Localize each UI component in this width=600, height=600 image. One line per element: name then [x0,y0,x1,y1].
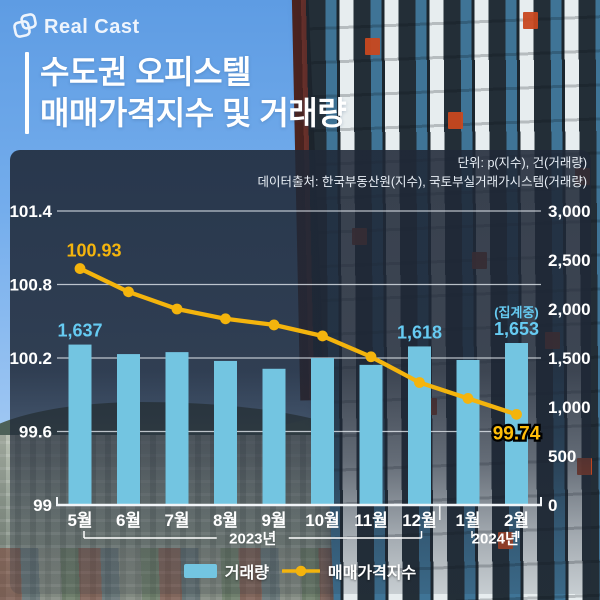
left-axis-tick-label: 100.2 [9,349,52,368]
line-point-2월 [511,408,522,420]
month-label: 6월 [116,511,141,530]
building-orange-panel [365,38,380,55]
month-label: 10월 [305,511,340,530]
chart-source-note: 단위: p(지수), 건(거래량) 데이터출처: 한국부동산원(지수), 국토부… [257,154,587,192]
bar-7월 [165,352,189,505]
month-label: 9월 [261,511,286,530]
chart-panel-overlay [10,150,591,594]
bar-11월 [359,364,383,505]
bar-6월 [117,354,140,505]
title-accent-bar [25,52,29,134]
bar-9월 [262,368,286,505]
left-axis-tick-label: 99.6 [19,423,52,442]
line-point-6월 [123,286,134,298]
chart-legend: 거래량 매매가격지수 [0,559,600,583]
line-point-1월 [462,393,474,404]
bar-value-label: 1,637 [57,321,102,341]
building-orange-panel [523,12,538,29]
bar-12월 [408,346,431,505]
bar-10월 [311,358,334,505]
legend-label-price-index: 매매가격지수 [327,565,417,582]
right-axis-tick-label: 1,500 [548,349,591,368]
line-point-8월 [220,313,231,325]
legend-label-volume: 거래량 [224,565,269,582]
price-index-line-icon [281,565,320,577]
bar-5월 [68,344,92,505]
realcast-logo: Real Cast [12,13,140,41]
month-label: 8월 [213,511,238,530]
right-axis-tick-label: 2,500 [548,251,591,270]
realcast-logo-icon [13,13,37,38]
price-index-line [77,266,519,417]
line-point-9월 [268,319,280,331]
data-source-note: 데이터출처: 한국부동산원(지수), 국토부실거래가시스템(거래량) [257,175,587,189]
month-label: 11월 [354,511,388,530]
left-axis-tick-label: 101.4 [9,202,52,221]
left-axis-tick-label: 99 [33,496,52,515]
volume-swatch-icon [183,564,217,578]
year-label: 2024년 [472,531,519,548]
line-point-5월 [74,263,86,274]
line-point-10월 [317,330,328,342]
bar-8월 [214,360,237,505]
bar-note-label: (집계중) [494,305,539,320]
month-label: 5월 [67,511,92,530]
month-label: 2월 [504,511,529,530]
right-axis-tick-label: 500 [548,447,576,466]
right-axis-tick-label: 2,000 [548,300,591,319]
page-title: 수도권 오피스텔 매매가격지수 및 거래량 [25,52,347,134]
logo-text: Real Cast [44,15,140,38]
year-label: 2023년 [229,531,276,548]
bar-value-label: 1,618 [397,322,442,342]
bar-value-label: 1,653 [494,319,539,339]
right-axis-tick-label: 3,000 [548,202,591,221]
month-label: 12월 [402,511,437,530]
right-axis-tick-label: 1,000 [548,398,591,417]
bar-2월 [505,343,528,505]
line-point-7월 [171,303,183,315]
right-axis-tick-label: 0 [548,496,557,515]
line-point-11월 [365,351,377,363]
line-point-12월 [414,377,425,388]
title-line-2: 매매가격지수 및 거래량 [40,95,347,131]
line-value-label: 99.74 [493,423,541,444]
building-orange-panel [448,112,463,129]
month-label: 7월 [164,511,189,530]
line-value-label: 100.93 [66,241,121,261]
left-axis-tick-label: 100.8 [9,276,52,295]
title-line-1: 수도권 오피스텔 [40,54,251,90]
bar-1월 [456,359,480,505]
legend-item-volume: 거래량 [183,559,269,583]
legend-item-price-index: 매매가격지수 [281,559,417,583]
unit-note: 단위: p(지수), 건(거래량) [457,156,588,170]
month-label: 1월 [455,511,480,530]
